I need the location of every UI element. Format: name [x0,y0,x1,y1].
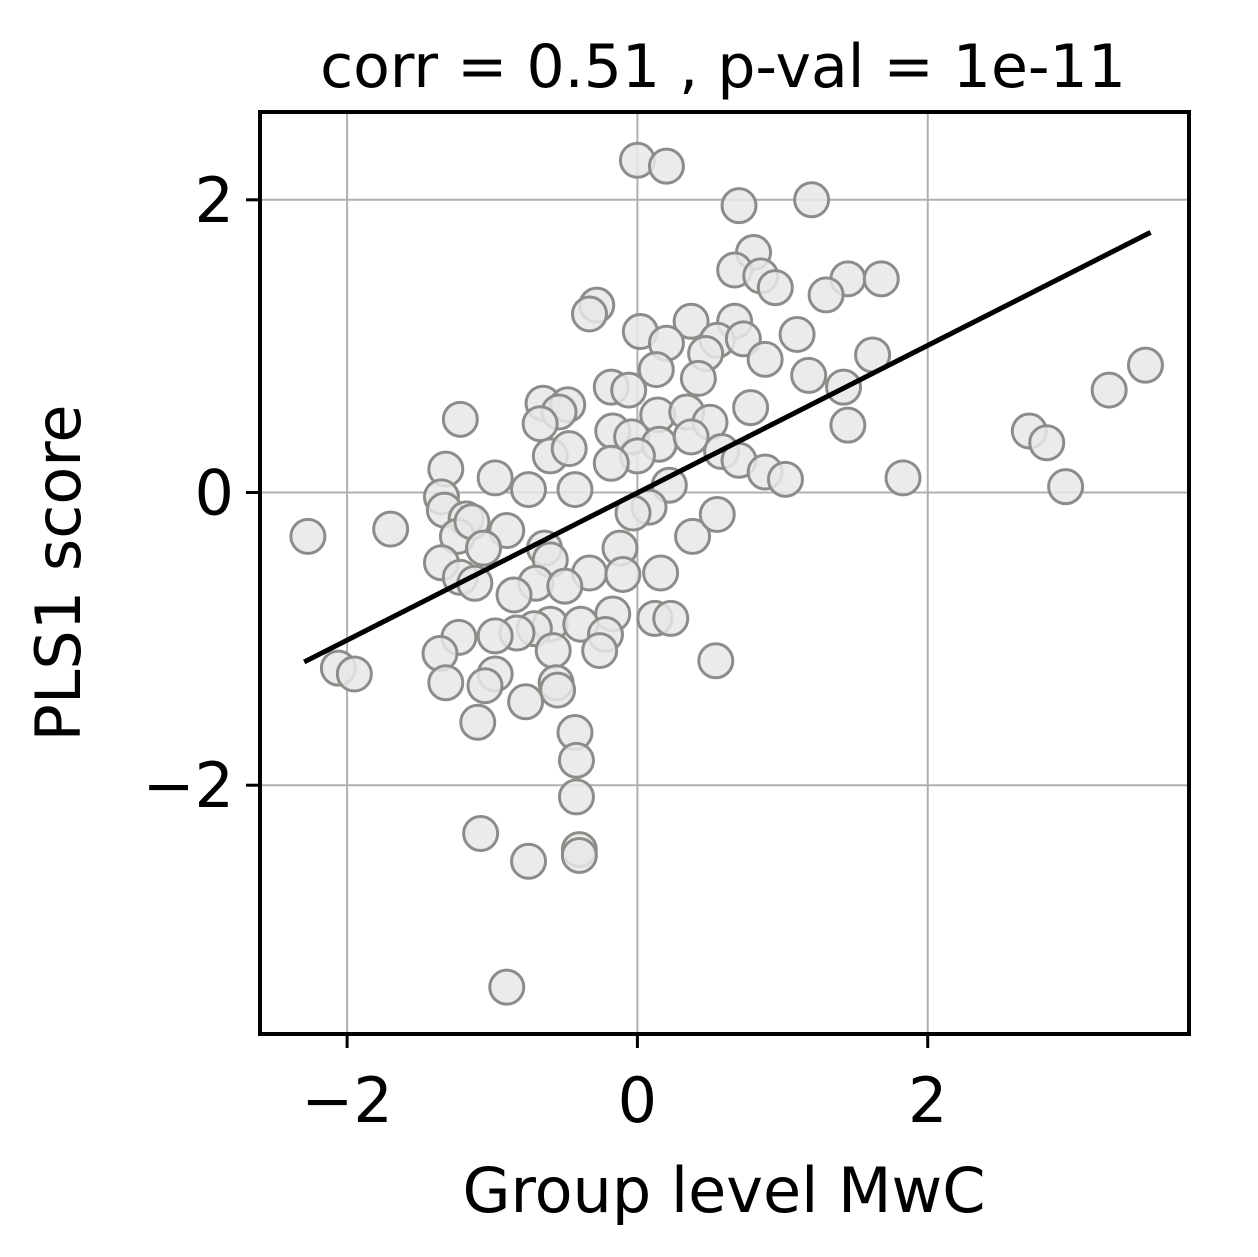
data-point [672,302,710,340]
data-point [546,567,584,605]
y-tick-label: 2 [195,164,234,237]
data-points [289,141,1164,1006]
data-point [697,642,735,680]
chart-title: corr = 0.51 , p-val = 1e-11 [320,32,1126,102]
data-point [790,356,828,394]
data-point [466,667,504,705]
data-point [488,968,526,1006]
data-point [604,555,642,593]
data-point [672,418,710,456]
x-tick-label: 0 [618,1064,657,1137]
data-point [637,351,675,389]
data-point [829,406,867,444]
data-point [335,655,373,693]
data-point [427,664,465,702]
data-point [539,671,577,709]
data-point [557,778,595,816]
data-point [862,260,900,298]
data-point [465,529,503,567]
data-point [778,315,816,353]
data-point [592,444,630,482]
data-point [642,554,680,592]
data-point [674,517,712,555]
data-point [534,632,572,670]
data-point [647,147,685,185]
data-point [679,359,717,397]
x-tick-label: 2 [908,1064,947,1137]
data-point [372,510,410,548]
data-point [581,632,619,670]
data-point [756,269,794,307]
data-point [560,836,598,874]
x-tick-label: −2 [301,1064,392,1137]
data-point [698,495,736,533]
data-point [510,471,548,509]
data-point [476,459,514,497]
data-point [793,181,831,219]
data-point [521,405,559,443]
y-tick-label: 0 [195,457,234,530]
data-point [462,815,500,853]
y-axis-label: PLS1 score [22,404,95,741]
data-point [746,340,784,378]
data-point [1126,346,1164,384]
data-point [510,842,548,880]
data-point [652,599,690,637]
data-point [495,576,533,614]
y-tick-label: −2 [143,749,234,822]
data-point [571,295,609,333]
data-point [550,430,588,468]
data-point [557,741,595,779]
data-point [720,187,758,225]
regression-line [303,230,1152,665]
data-point [807,276,845,314]
data-point [459,703,497,741]
data-point [1047,468,1085,506]
data-point [556,471,594,509]
data-point [766,460,804,498]
data-point [289,517,327,555]
x-axis-label: Group level MwC [462,1154,985,1227]
data-point [507,683,545,721]
data-point [884,459,922,497]
data-point [476,617,514,655]
axis-ticks: −2 0 2 −2 0 2 [143,164,948,1137]
data-point [732,389,770,427]
plot-frame [258,110,1191,1036]
data-point [441,400,479,438]
data-point [1028,424,1066,462]
data-point [610,371,648,409]
data-point [1090,371,1128,409]
